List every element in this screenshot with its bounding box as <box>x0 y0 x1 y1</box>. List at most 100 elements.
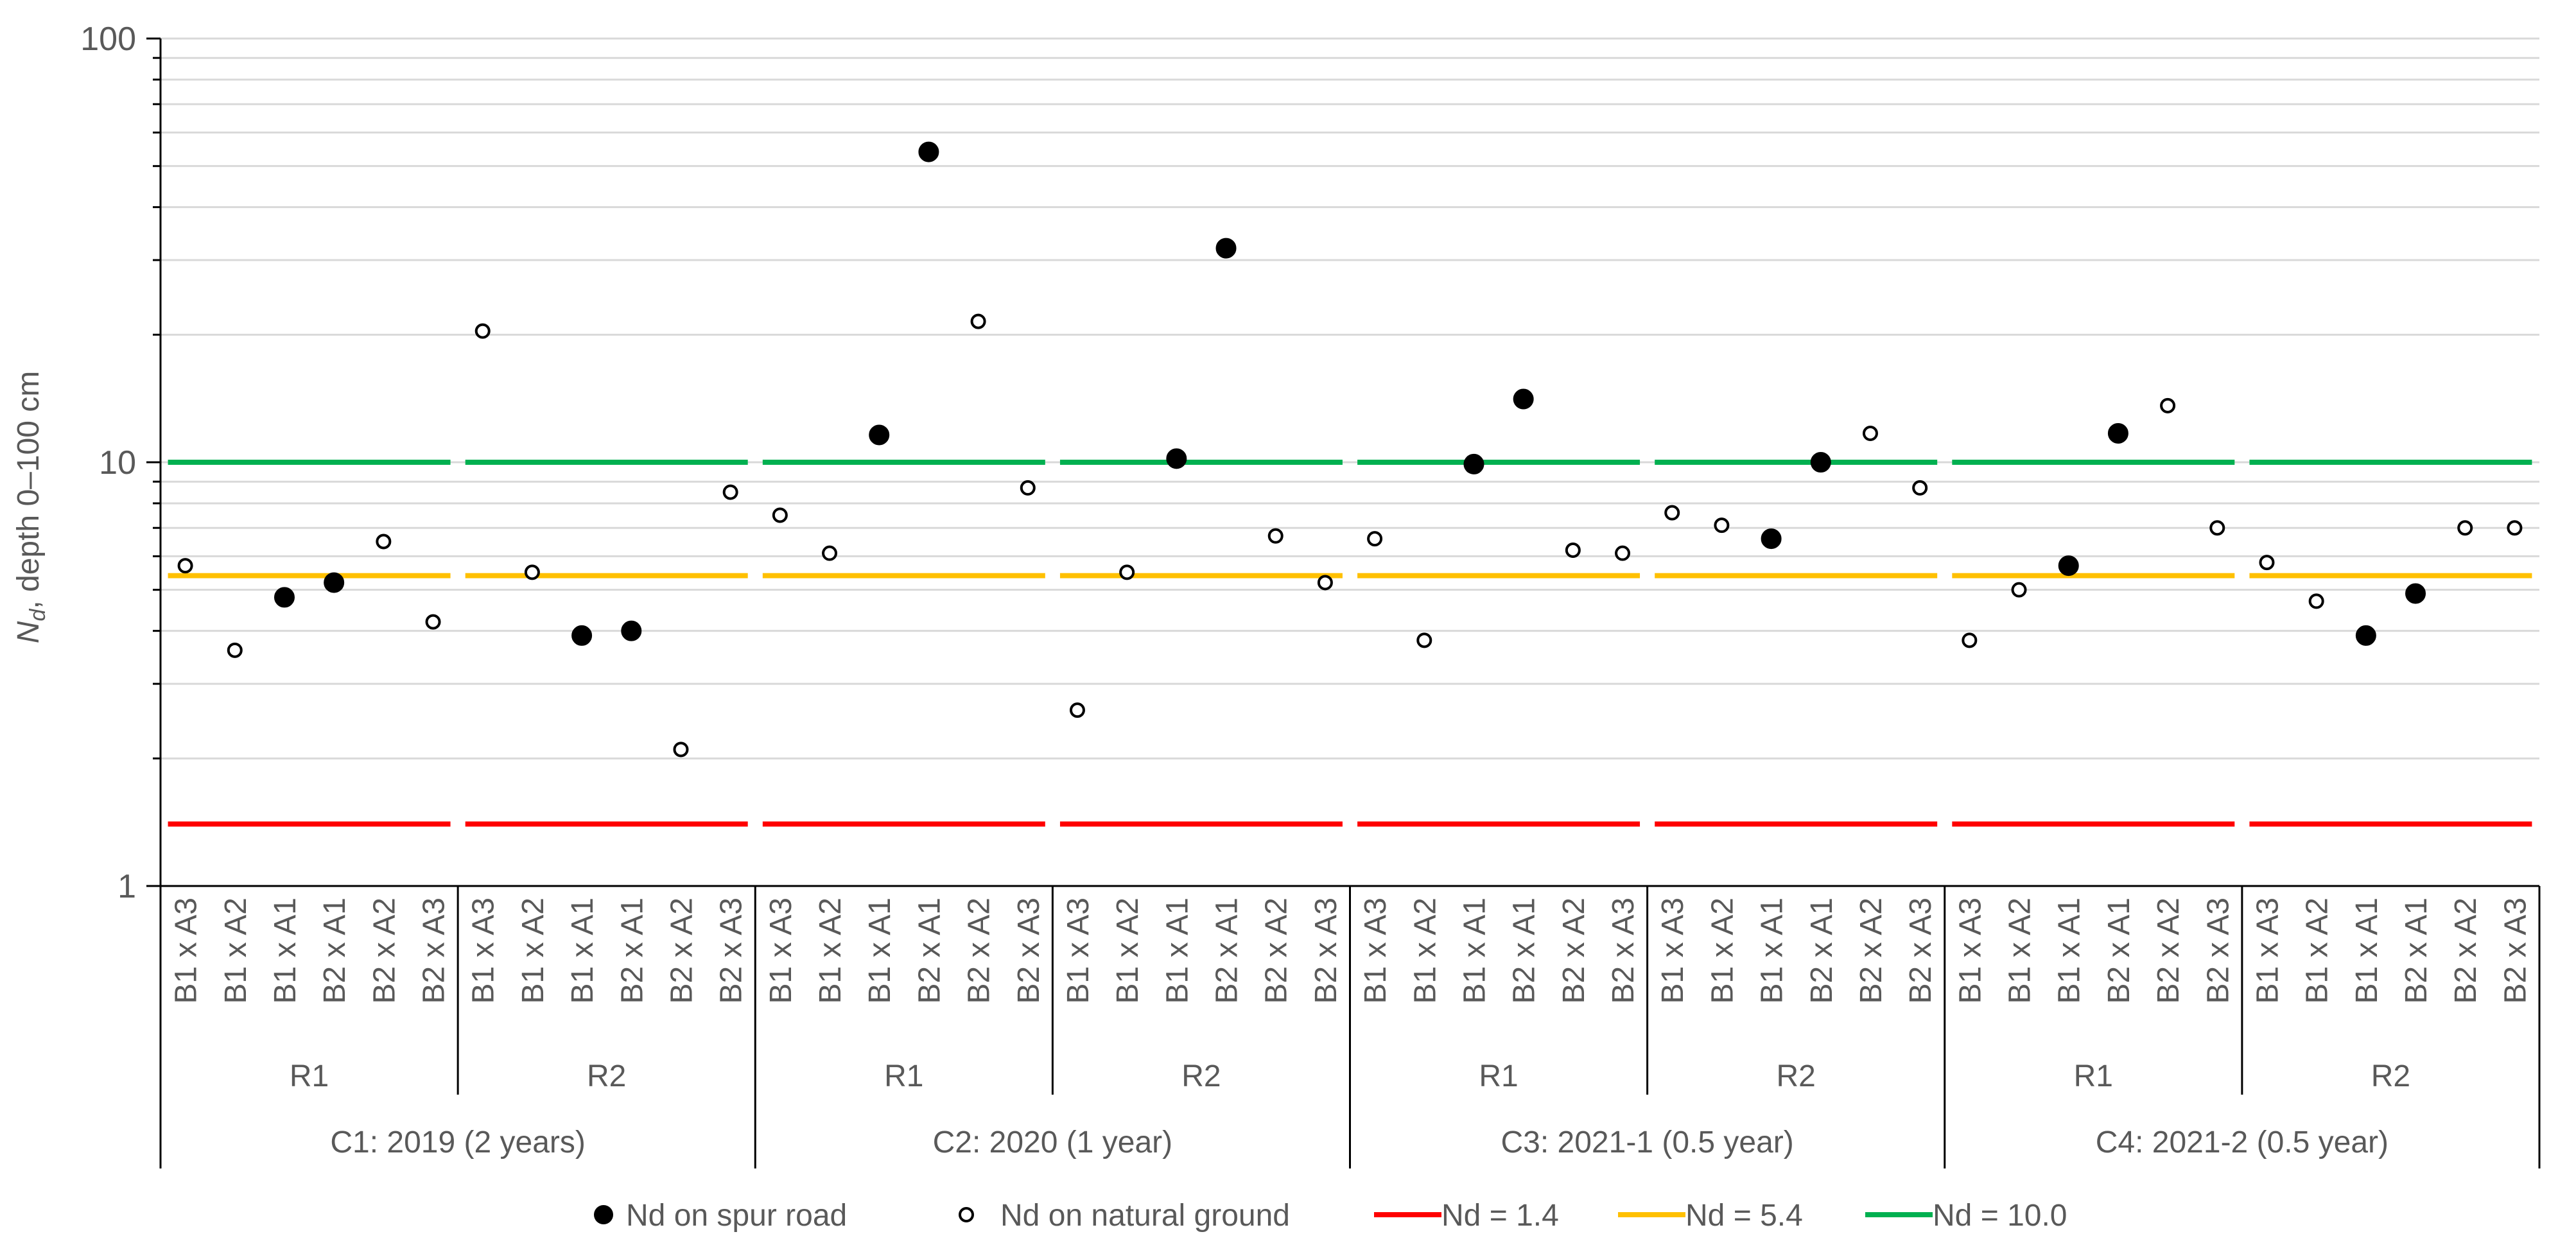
natural-ground-point <box>970 313 986 329</box>
x-tick-label: B1 x A2 <box>2003 898 2037 1003</box>
spur-road-point <box>324 572 345 593</box>
natural-ground-point <box>1020 480 1036 496</box>
natural-ground-point <box>822 545 838 561</box>
x-tick-label: B1 x A2 <box>1705 898 1739 1003</box>
x-tick-label: B1 x A3 <box>2250 898 2284 1003</box>
natural-ground-point <box>376 534 392 550</box>
x-tick-label: B2 x A1 <box>1210 898 1244 1003</box>
x-tick-label: B2 x A1 <box>615 898 649 1003</box>
x-tick-label: B2 x A3 <box>1606 898 1640 1003</box>
natural-ground-point <box>1367 531 1383 547</box>
legend-label-threshold: Nd = 10.0 <box>1933 1199 2067 1233</box>
axes <box>146 37 2541 1168</box>
x-tick-label: B1 x A3 <box>1061 898 1095 1003</box>
y-axis-label: Nd, depth 0–100 cm <box>12 371 50 644</box>
spur-road-point <box>1513 388 1534 410</box>
group-label: R2 <box>1181 1059 1221 1093</box>
x-tick-label: B2 x A3 <box>1309 898 1343 1003</box>
legend-label-threshold: Nd = 5.4 <box>1685 1199 1803 1233</box>
x-tick-label: B2 x A2 <box>665 898 699 1003</box>
cycle-label: C4: 2021-2 (0.5 year) <box>2096 1125 2389 1159</box>
natural-ground-point <box>1714 517 1730 534</box>
legend-label-spur-road: Nd on spur road <box>626 1199 847 1233</box>
legend-marker-spur-road <box>594 1205 613 1224</box>
x-tick-label: B1 x A2 <box>1111 898 1145 1003</box>
x-tick-label: B1 x A3 <box>170 898 204 1003</box>
x-tick-label: B2 x A2 <box>1557 898 1591 1003</box>
group-label: R2 <box>1777 1059 1816 1093</box>
natural-ground-point <box>524 564 540 580</box>
y-tick-labels: 1 10 100 <box>80 21 136 905</box>
x-tick-label: B1 x A2 <box>219 898 253 1003</box>
y-tick-label: 1 <box>117 868 136 905</box>
cycle-label: C2: 2020 (1 year) <box>933 1125 1173 1159</box>
natural-ground-point <box>2308 593 2324 609</box>
legend-label-threshold: Nd = 1.4 <box>1441 1199 1559 1233</box>
natural-ground-point <box>2160 397 2176 413</box>
group-label: R1 <box>290 1059 329 1093</box>
x-tick-label: B1 x A1 <box>1755 898 1789 1003</box>
x-tick-label: B1 x A1 <box>1160 898 1194 1003</box>
group-label: R2 <box>2371 1059 2410 1093</box>
x-tick-label: B1 x A2 <box>2301 898 2335 1003</box>
spur-road-point <box>2107 422 2128 444</box>
x-tick-label: B1 x A2 <box>1408 898 1442 1003</box>
spur-road-point <box>1215 238 1237 259</box>
natural-ground-point <box>2457 520 2473 536</box>
natural-ground-point <box>673 742 689 758</box>
x-tick-label: B2 x A3 <box>1012 898 1046 1003</box>
data-points <box>177 141 2523 758</box>
x-tick-label: B2 x A2 <box>962 898 996 1003</box>
spur-road-point <box>1761 528 1782 550</box>
legend-label-natural-ground: Nd on natural ground <box>1000 1199 1290 1233</box>
natural-ground-point <box>474 323 491 339</box>
natural-ground-point <box>425 614 441 630</box>
x-tick-label: B2 x A2 <box>367 898 401 1003</box>
natural-ground-point <box>1069 702 1085 718</box>
spur-road-point <box>2355 625 2376 646</box>
natural-ground-point <box>2507 520 2523 536</box>
group-label: R1 <box>1479 1059 1518 1093</box>
cycle-label: C1: 2019 (2 years) <box>330 1125 586 1159</box>
natural-ground-point <box>2259 555 2275 571</box>
x-tick-label: B2 x A1 <box>1805 898 1839 1003</box>
x-tick-label: B2 x A1 <box>912 898 946 1003</box>
x-tick-label: B1 x A2 <box>814 898 848 1003</box>
x-tick-label: B1 x A3 <box>764 898 798 1003</box>
spur-road-point <box>1810 452 1831 473</box>
natural-ground-point <box>227 642 243 658</box>
x-tick-label: B1 x A3 <box>467 898 501 1003</box>
spur-road-point <box>918 141 939 162</box>
natural-ground-point <box>1565 543 1581 559</box>
spur-road-point <box>1463 453 1484 474</box>
x-tick-label: B1 x A3 <box>1656 898 1690 1003</box>
threshold-lines <box>168 460 2532 827</box>
spur-road-point <box>274 587 295 608</box>
x-tick-label: B1 x A1 <box>268 898 302 1003</box>
x-tick-label: B2 x A1 <box>2399 898 2433 1003</box>
y-tick-label: 100 <box>80 21 136 58</box>
spur-road-point <box>621 620 642 641</box>
gridlines <box>161 37 2539 760</box>
group-label: R1 <box>884 1059 923 1093</box>
x-tick-label: B2 x A3 <box>417 898 451 1003</box>
spur-road-point <box>2405 583 2426 604</box>
x-tick-label: B2 x A1 <box>1508 898 1542 1003</box>
x-tick-label: B2 x A2 <box>1260 898 1294 1003</box>
natural-ground-point <box>1267 528 1284 544</box>
natural-ground-point <box>1912 480 1928 496</box>
x-tick-label: B1 x A1 <box>2350 898 2384 1003</box>
x-tick-label: B1 x A2 <box>516 898 550 1003</box>
natural-ground-point <box>722 484 738 500</box>
x-tick-label: B1 x A3 <box>1359 898 1393 1003</box>
y-axis-label-rest: , depth 0–100 cm <box>12 371 46 609</box>
spur-road-point <box>2058 555 2079 577</box>
natural-ground-point <box>1416 632 1432 648</box>
natural-ground-point <box>1862 425 1878 441</box>
x-tick-label: B2 x A3 <box>2201 898 2235 1003</box>
x-tick-label: B2 x A3 <box>1904 898 1938 1003</box>
natural-ground-point <box>2209 520 2225 536</box>
spur-road-point <box>869 424 890 446</box>
legend: Nd on spur road Nd on natural ground Nd = … <box>594 1199 2067 1233</box>
